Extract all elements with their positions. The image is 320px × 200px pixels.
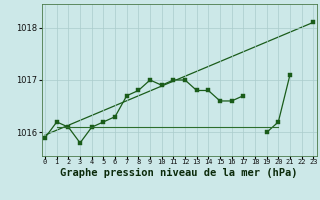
- X-axis label: Graphe pression niveau de la mer (hPa): Graphe pression niveau de la mer (hPa): [60, 168, 298, 178]
